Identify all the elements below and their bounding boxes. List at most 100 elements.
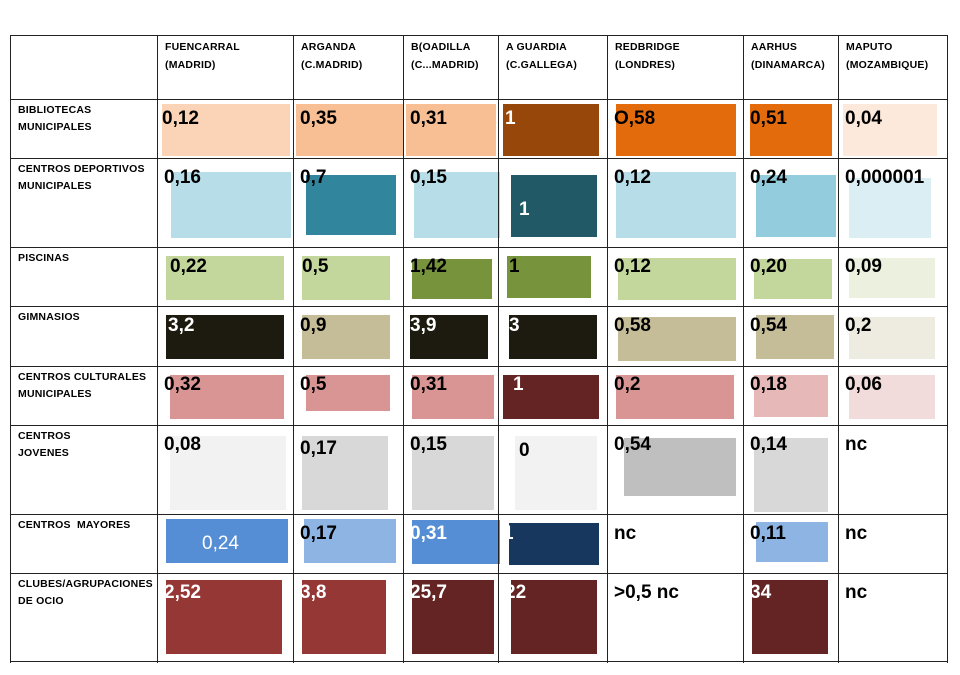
cell-value: 0,15: [410, 167, 447, 188]
color-block: [756, 522, 828, 562]
table-cell: 0,24: [158, 515, 294, 574]
cell-value: 1: [519, 199, 530, 220]
grid-line: [10, 366, 948, 367]
row-label-line: GIMNASIOS: [18, 311, 80, 323]
cell-value: 0,15: [410, 434, 447, 455]
table-cell: 1: [499, 248, 608, 307]
table-cell: 0,24: [744, 159, 839, 248]
table-cell: 0,31: [404, 515, 500, 574]
table-cell: 3: [499, 307, 608, 367]
cell-value: 0,9: [300, 315, 327, 336]
row-label-line: MUNICIPALES: [18, 180, 92, 192]
cell-value: 0,000001: [845, 167, 925, 188]
color-block: [849, 178, 931, 238]
column-header-line: A GUARDIA: [506, 41, 567, 53]
color-block: [624, 438, 736, 496]
table-cell: 0,14: [744, 426, 839, 515]
cell-value: 0,32: [164, 374, 201, 395]
column-header: MAPUTO (MOZAMBIQUE): [839, 36, 948, 100]
row-label-line: DE OCIO: [18, 595, 64, 607]
color-block: [166, 580, 282, 654]
table-cell: 0,17: [294, 426, 404, 515]
cell-value: 0,24: [750, 167, 787, 188]
table-cell: 0,15: [404, 426, 499, 515]
color-block: [302, 436, 388, 510]
cell-value: 1,42: [410, 256, 447, 277]
row-label-line: MUNICIPALES: [18, 121, 92, 133]
color-block: [849, 375, 935, 419]
color-block: [843, 104, 937, 156]
grid-line: [743, 36, 744, 663]
color-block: [412, 259, 492, 299]
column-header-line: FUENCARRAL: [165, 41, 240, 53]
color-block: [412, 436, 494, 510]
color-block: [406, 104, 496, 156]
table-cell: 0,5: [294, 367, 404, 426]
color-block: [511, 175, 597, 237]
cell-value: nc: [845, 434, 868, 455]
cell-value: 0,08: [164, 434, 201, 455]
cell-value: nc: [614, 523, 637, 544]
color-block: [412, 375, 494, 419]
row-label-line: CLUBES/AGRUPACIONES: [18, 578, 153, 590]
cell-value: 0,35: [300, 108, 337, 129]
table-cell: nc: [839, 426, 948, 515]
cell-value: 0,14: [750, 434, 787, 455]
table-cell: 34: [744, 574, 839, 662]
table-cell: 0,000001: [839, 159, 948, 248]
cell-value: 0,06: [845, 374, 882, 395]
cell-value: 0,17: [300, 438, 337, 459]
cell-value: 0,12: [614, 256, 651, 277]
table-cell: nc: [839, 515, 948, 574]
table-cell: 2,52: [158, 574, 294, 662]
cell-value: O,58: [614, 108, 656, 129]
table-cell: nc: [839, 574, 948, 662]
cell-value: 0,11: [750, 523, 786, 544]
cell-value: 0,5: [300, 374, 327, 395]
color-block: [754, 438, 828, 512]
cell-value: 1: [503, 523, 514, 544]
cell-value: 3,2: [168, 315, 195, 336]
table-cell: O,58: [608, 100, 744, 159]
color-block: [410, 315, 488, 359]
table-cell: 25,7: [404, 574, 499, 662]
column-header-line: REDBRIDGE: [615, 41, 680, 53]
row-label-line: MUNICIPALES: [18, 388, 92, 400]
cell-value: 0,54: [750, 315, 787, 336]
cell-value: 0,54: [614, 434, 651, 455]
column-header-line: B(OADILLA: [411, 41, 471, 53]
cell-value: 0,09: [845, 256, 882, 277]
row-label-line: PISCINAS: [18, 252, 70, 264]
column-header-line: (C.MADRID): [301, 59, 363, 71]
table-cell: 0,32: [158, 367, 294, 426]
row-label-line: CENTROS MAYORES: [18, 519, 131, 531]
column-header: A GUARDIA (C.GALLEGA): [499, 36, 608, 100]
color-block: [170, 436, 286, 510]
row-label-line: CENTROS: [18, 430, 71, 442]
column-header-line: AARHUS: [751, 41, 798, 53]
row-label-line: CENTROS CULTURALES: [18, 371, 147, 383]
table-cell: 0,09: [839, 248, 948, 307]
grid-line: [293, 36, 294, 663]
column-header-line: (DINAMARCA): [751, 59, 825, 71]
grid-line: [10, 36, 11, 663]
color-block: [304, 519, 396, 563]
color-block: [302, 315, 390, 359]
row-label: CENTROS DEPORTIVOS MUNICIPALES: [11, 159, 158, 248]
table-cell: 0,7: [294, 159, 404, 248]
cell-value: nc: [845, 582, 868, 603]
row-label-line: BIBLIOTECAS: [18, 104, 92, 116]
grid-line: [838, 36, 839, 663]
cell-value: 25,7: [410, 582, 447, 603]
table-cell: 0,2: [839, 307, 948, 367]
table-cell: >0,5 nc: [608, 574, 744, 662]
table-cell: 0,20: [744, 248, 839, 307]
column-header: AARHUS (DINAMARCA): [744, 36, 839, 100]
column-header-line: (C.GALLEGA): [506, 59, 578, 71]
table-cell: 0,58: [608, 307, 744, 367]
table-cell: 0,54: [608, 426, 744, 515]
cell-value: 0,04: [845, 108, 882, 129]
cell-value: 0,7: [300, 167, 327, 188]
color-block: [503, 104, 599, 156]
grid-line: [498, 36, 499, 663]
